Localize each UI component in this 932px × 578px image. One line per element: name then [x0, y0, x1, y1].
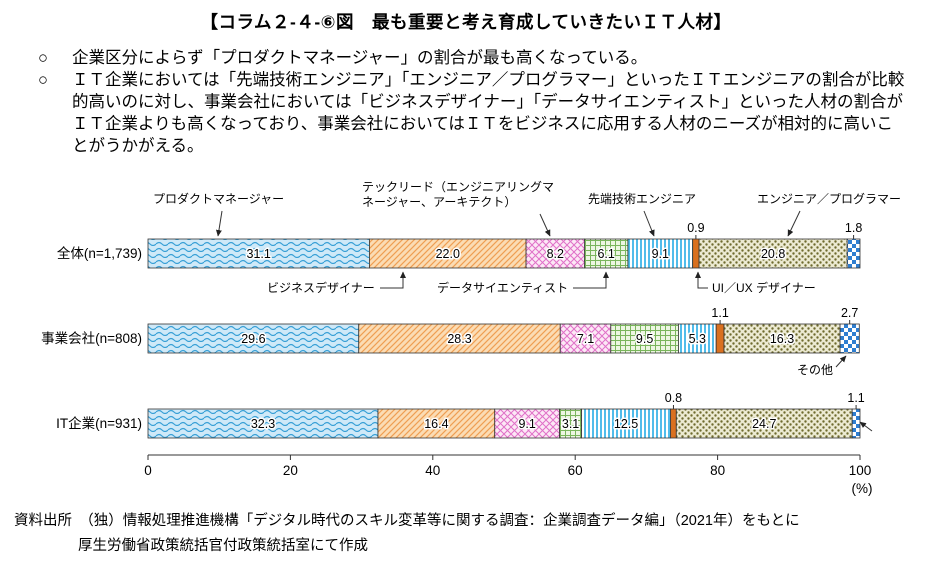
source-line-1: 資料出所 （独）情報処理推進機構「デジタル時代のスキル変革等に関する調査：企業調…	[14, 513, 800, 529]
bar-segment	[692, 238, 700, 269]
bar-segment	[494, 408, 560, 439]
segment-value: 16.4	[424, 417, 448, 431]
segment-value: 20.8	[761, 247, 785, 261]
bar-segment	[559, 323, 612, 354]
callout-arrow	[835, 355, 847, 368]
segment-value: 5.3	[689, 332, 706, 346]
segment-value-outside: 1.8	[845, 221, 862, 235]
callout-arrow	[643, 210, 655, 237]
summary-bullets: ○ 企業区分によらず「プロダクトマネージャー」の割合が最も高くなっている。 ○ …	[38, 47, 906, 157]
bar-segment	[358, 323, 561, 354]
callout-advanced-tech-engineer: 先端技術エンジニア	[588, 192, 697, 206]
axis-tick-label: 0	[144, 463, 152, 478]
segment-value: 32.3	[251, 417, 275, 431]
bar-segment	[675, 408, 853, 439]
axis-tick-label: 80	[710, 463, 725, 478]
bar-segment	[678, 323, 717, 354]
bullet-text: ＩＴ企業においては「先端技術エンジニア」「エンジニア／プログラマー」といったＩＴ…	[72, 71, 905, 155]
segment-value: 9.1	[652, 247, 669, 261]
segment-value: 6.1	[597, 247, 614, 261]
segment-value: 8.2	[547, 247, 564, 261]
callout-business-designer: ビジネスデザイナー	[267, 281, 375, 295]
row-label: 事業会社(n=808)	[41, 331, 142, 346]
segment-value: 28.3	[447, 332, 471, 346]
segment-value: 12.5	[614, 417, 638, 431]
bar-segment	[851, 408, 861, 439]
axis-tick-label: 40	[425, 463, 440, 478]
segment-value-outside: 1.1	[711, 306, 728, 320]
callout-product-manager: プロダクトマネージャー	[153, 192, 285, 206]
bar-segment	[581, 408, 672, 439]
callout-arrow	[380, 271, 406, 289]
row-label: 全体(n=1,739)	[57, 245, 142, 261]
callout-tech-lead: テックリード（エンジニアリングマネージャー、アーキテクト）	[362, 180, 555, 209]
callout-other: その他	[797, 363, 834, 377]
bullet-marker: ○	[38, 49, 48, 67]
segment-value: 9.1	[518, 417, 535, 431]
bar-segment	[147, 408, 379, 439]
segment-value: 22.0	[436, 247, 460, 261]
callout-arrow	[539, 213, 551, 237]
axis-tick-label: 100	[849, 463, 872, 478]
callout-arrow	[859, 421, 873, 432]
bar-segment	[670, 408, 677, 439]
bullet-text: 企業区分によらず「プロダクトマネージャー」の割合が最も高くなっている。	[72, 49, 648, 67]
segment-value: 16.3	[770, 332, 794, 346]
segment-value: 3.1	[562, 417, 579, 431]
callout-arrow	[787, 210, 801, 237]
bar-segment	[525, 238, 585, 269]
row-label: IT企業(n=931)	[56, 415, 142, 431]
bar-segment	[610, 323, 679, 354]
callout-arrow	[573, 271, 609, 289]
bar-segment	[839, 323, 860, 354]
segment-value-outside: 1.1	[847, 391, 864, 405]
segment-value-outside: 2.7	[841, 306, 858, 320]
axis-tick-label: 20	[283, 463, 298, 478]
bar-segment	[369, 238, 527, 269]
callout-arrow	[215, 210, 223, 237]
segment-value: 31.1	[247, 247, 271, 261]
source-note: 資料出所 （独）情報処理推進機構「デジタル時代のスキル変革等に関する調査：企業調…	[14, 509, 800, 559]
axis-tick-label: 60	[568, 463, 583, 478]
bullet-item: ○ 企業区分によらず「プロダクトマネージャー」の割合が最も高くなっている。	[38, 47, 906, 69]
callout-uiux-designer: UI／UX デザイナー	[712, 281, 816, 295]
bar-segment	[627, 238, 694, 269]
segment-value: 24.7	[752, 417, 776, 431]
bar-segment	[377, 408, 496, 439]
callout-engineer-programmer: エンジニア／プログラマー	[757, 192, 902, 206]
bullet-item: ○ ＩＴ企業においては「先端技術エンジニア」「エンジニア／プログラマー」といった…	[38, 69, 906, 157]
callout-data-scientist: データサイエンティスト	[437, 281, 569, 295]
segment-value: 29.6	[241, 332, 265, 346]
callout-arrow	[695, 271, 708, 289]
bar-segment	[147, 323, 360, 354]
segment-value-outside: 0.9	[687, 221, 704, 235]
bar-segment	[846, 238, 861, 269]
bar-segment	[715, 323, 725, 354]
bar-segment	[147, 238, 370, 269]
bullet-marker: ○	[38, 71, 48, 89]
axis-unit-label: (%)	[852, 481, 873, 496]
bar-segment	[698, 238, 848, 269]
bar-segment	[723, 323, 841, 354]
source-line-2: 厚生労働省政策統括官付政策統括室にて作成	[78, 538, 368, 554]
bar-segment	[559, 408, 583, 439]
segment-value: 9.5	[636, 332, 653, 346]
bar-segment	[584, 238, 629, 269]
segment-value-outside: 0.8	[665, 391, 682, 405]
segment-value: 7.1	[577, 332, 594, 346]
figure-title: 【コラム２-４-⑥図 最も重要と考え育成していきたいＩＴ人材】	[200, 12, 732, 32]
